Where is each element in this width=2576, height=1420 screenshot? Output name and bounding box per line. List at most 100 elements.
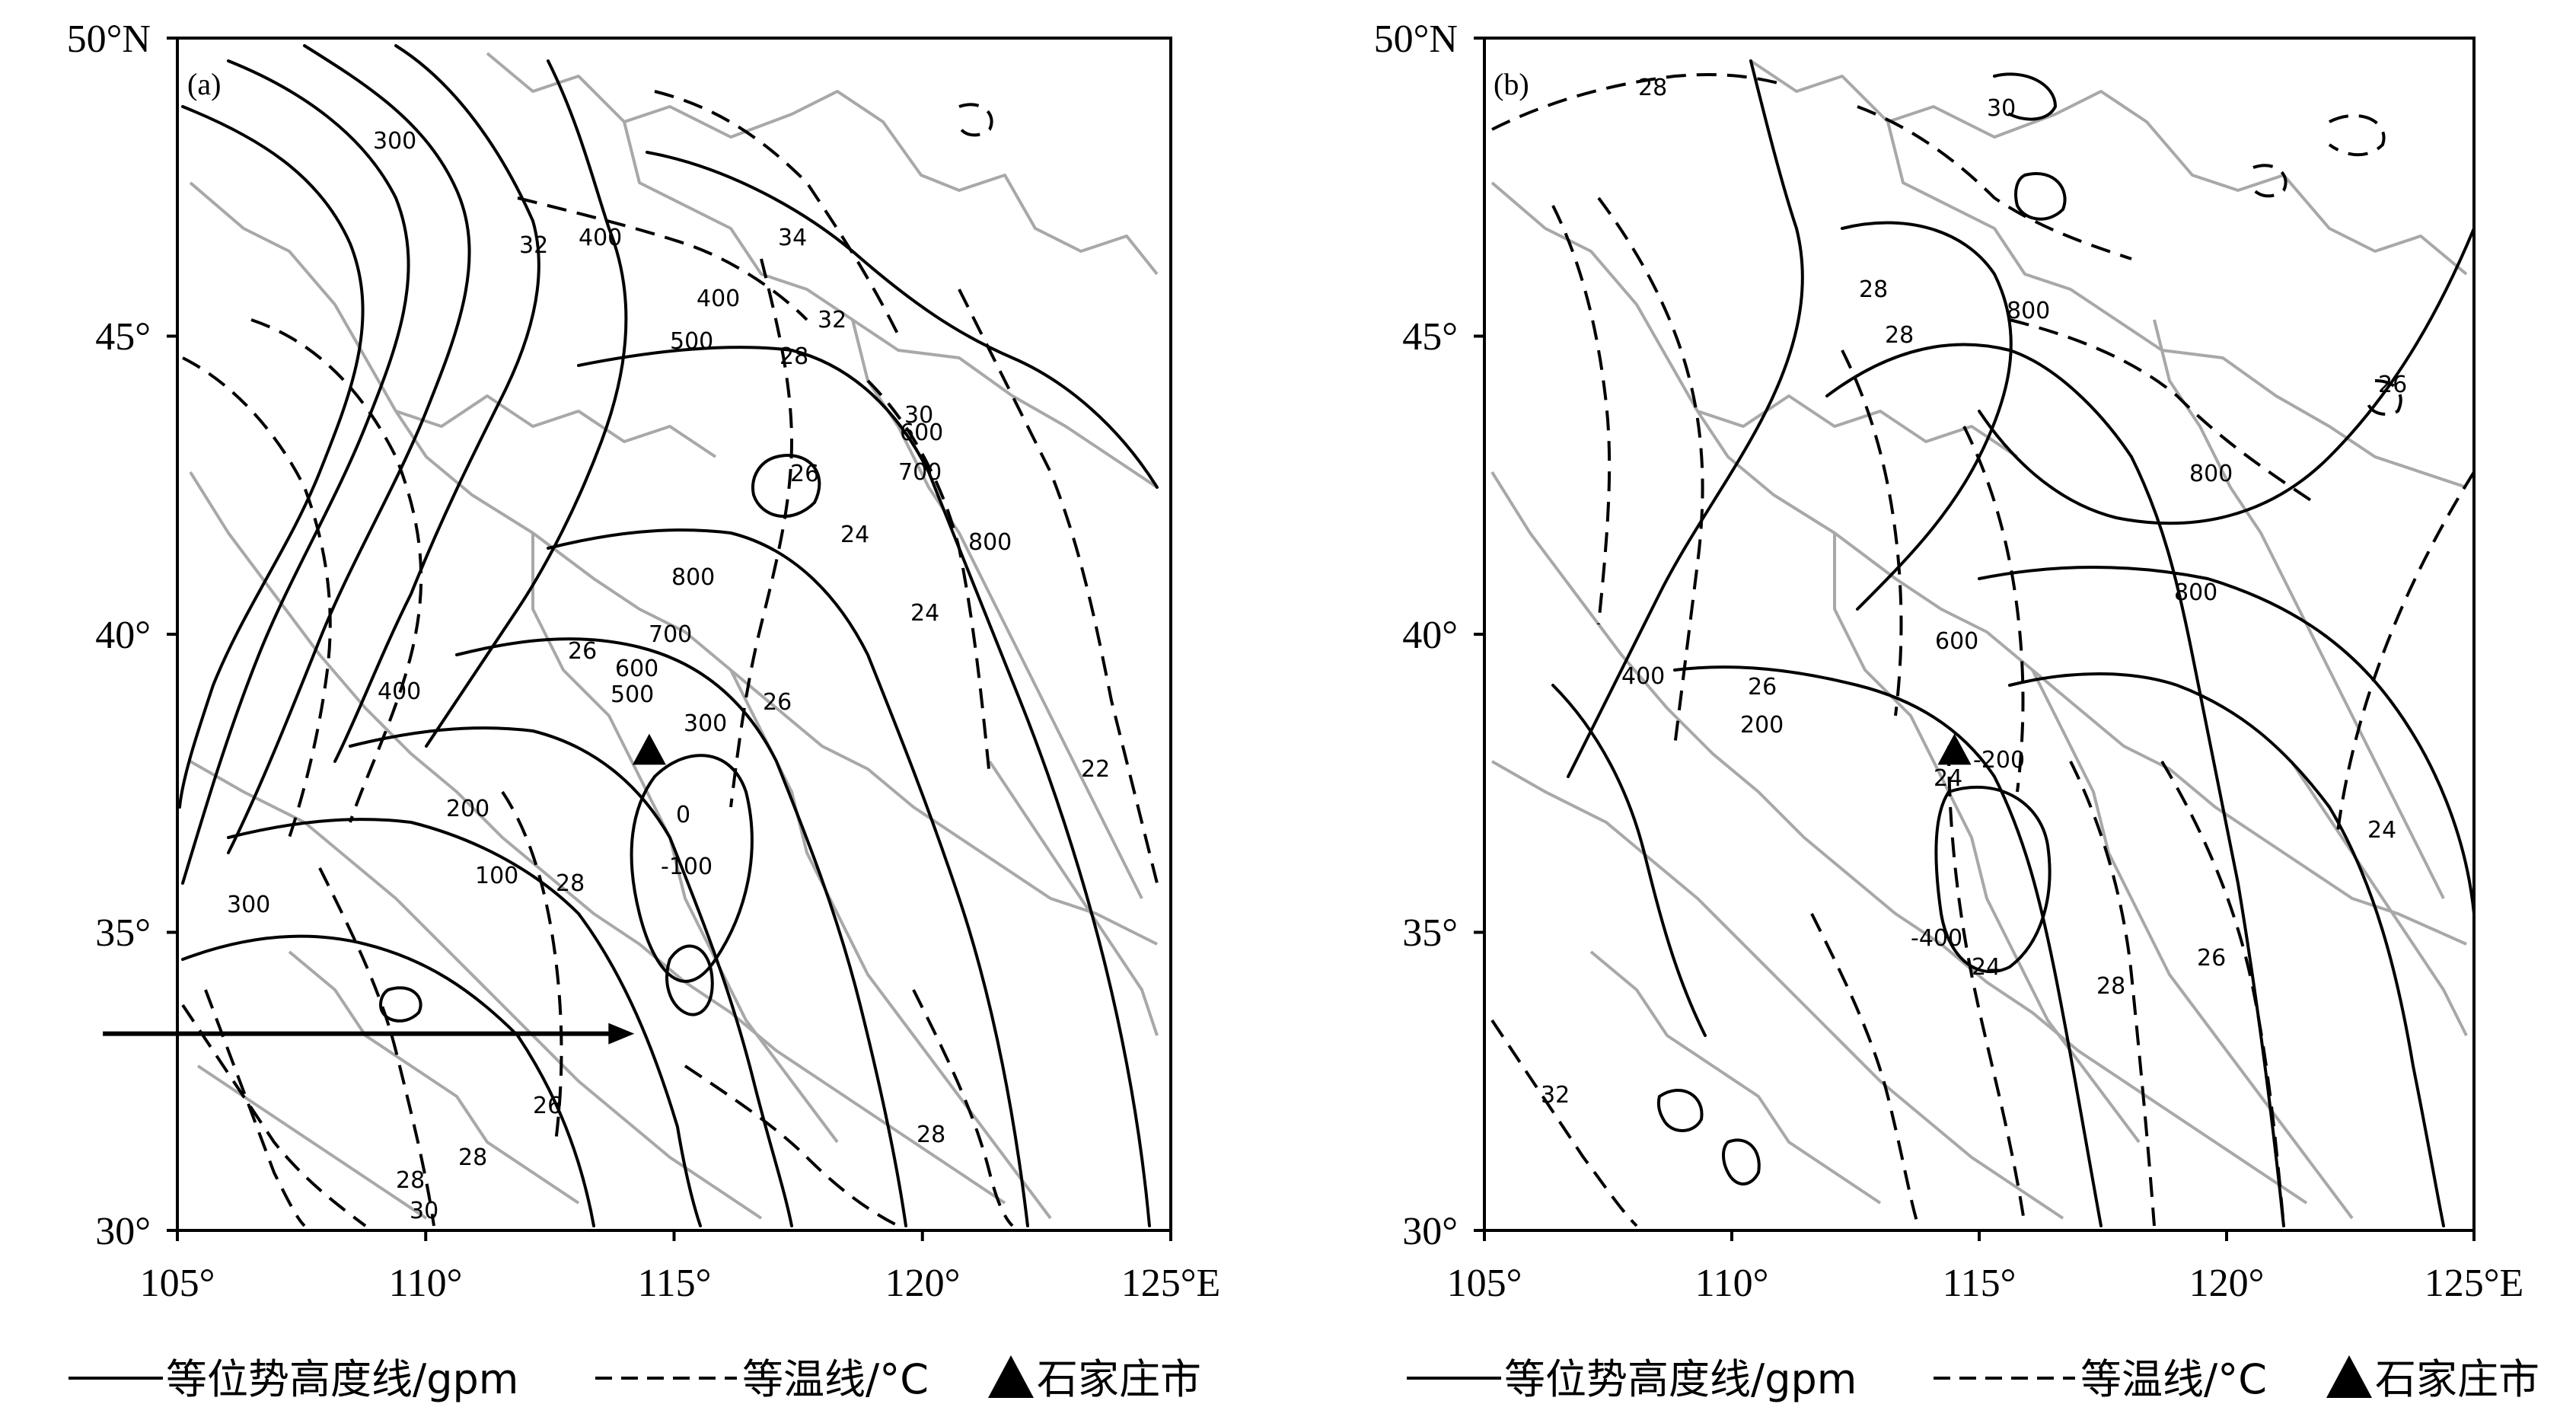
panel-b-tag: (b) (1494, 67, 1529, 101)
temp-label: 26 (2378, 372, 2407, 398)
geo-label: 700 (649, 621, 692, 648)
geo-label: 400 (1621, 663, 1665, 690)
legend-temperature-label: 等温线/°C (742, 1355, 929, 1403)
y-tick-label: 30° (95, 1210, 151, 1253)
temp-label: 30 (1987, 95, 2016, 122)
geo-label: 400 (378, 678, 421, 705)
x-tick-label: 115° (638, 1262, 712, 1305)
geo-label: 700 (898, 459, 942, 486)
panel-a-x-tick-labels: 105° 110° 115° 120° 125°E (140, 1262, 1221, 1305)
panel-b-geopotential-contours (1551, 59, 2476, 1227)
panel-a-y-tick-labels: 50°N 45° 40° 35° 30° (67, 18, 151, 1253)
panel-b-y-tick-labels: 50°N 45° 40° 35° 30° (1374, 18, 1458, 1253)
geo-label: 800 (671, 564, 715, 591)
temp-label: 32 (1541, 1082, 1570, 1109)
x-tick-label: 125°E (1121, 1262, 1221, 1305)
geo-label: -400 (1911, 925, 1962, 952)
geo-label: 200 (1740, 712, 1784, 739)
y-tick-label: 30° (1402, 1210, 1458, 1253)
geo-label: 500 (611, 681, 654, 708)
x-tick-label: 115° (1943, 1262, 2016, 1305)
temp-label: 28 (2096, 973, 2125, 1000)
legend-triangle-icon (2326, 1355, 2372, 1398)
temp-label: 26 (533, 1093, 562, 1119)
y-tick-label: 45° (95, 315, 151, 359)
panel-a-geopotential-labels: 300 400 400 500 600 700 800 800 700 600 … (227, 128, 1012, 918)
panel-a: 300 400 400 500 600 700 800 800 700 600 … (67, 18, 1221, 1403)
temp-label: 28 (917, 1122, 945, 1148)
panel-a-temperature-labels: 32 34 32 30 28 26 24 24 26 26 28 22 28 2… (396, 225, 1110, 1224)
temp-label: 24 (1934, 765, 1962, 792)
temp-label: 24 (840, 522, 869, 548)
temp-label: 22 (1081, 756, 1110, 783)
temp-label: 26 (763, 689, 792, 716)
legend-temperature-label: 等温线/°C (2080, 1355, 2267, 1403)
x-tick-label: 120° (2189, 1262, 2265, 1305)
y-tick-label: 40° (1402, 614, 1458, 657)
temp-label: 32 (519, 232, 548, 259)
temp-label: 32 (818, 307, 846, 333)
temp-label: 26 (2197, 945, 2226, 972)
geo-label: -100 (661, 854, 713, 880)
temp-label: 24 (2367, 817, 2396, 844)
panel-b: 800 800 800 600 400 200 -200 -400 28 30 … (1374, 18, 2539, 1403)
panel-b-temperature-contours (1490, 73, 2476, 1227)
temp-label: 28 (396, 1167, 425, 1194)
y-tick-label: 50°N (1374, 18, 1458, 61)
temp-label: 34 (778, 225, 807, 251)
geo-label: 600 (900, 420, 943, 446)
x-tick-label: 110° (389, 1262, 463, 1305)
x-tick-label: 105° (140, 1262, 215, 1305)
panel-b-temperature-labels: 28 30 28 28 26 26 24 24 24 26 28 32 (1541, 75, 2407, 1109)
temp-label: 28 (556, 870, 585, 897)
panel-b-x-tick-labels: 105° 110° 115° 120° 125°E (1447, 1262, 2524, 1305)
geo-label: 400 (579, 225, 622, 251)
temp-label: 24 (910, 600, 939, 627)
geo-label: 100 (475, 863, 518, 889)
geo-label: 0 (676, 802, 690, 828)
temp-label: 28 (1885, 322, 1914, 349)
panel-b-axis-ticks (1474, 37, 2476, 1241)
y-tick-label: 35° (1402, 911, 1458, 955)
x-tick-label: 120° (885, 1262, 961, 1305)
city-marker-triangle (632, 733, 666, 765)
geo-label: 300 (684, 710, 727, 737)
geo-label: 800 (2007, 298, 2050, 324)
y-tick-label: 50°N (67, 18, 151, 61)
y-tick-label: 35° (95, 911, 151, 955)
legend-geopotential-label: 等位势高度线/gpm (1504, 1355, 1857, 1403)
geo-label: 200 (446, 796, 489, 822)
temp-label: 26 (568, 638, 597, 665)
temp-label: 24 (1972, 954, 2001, 981)
panel-b-legend: 等位势高度线/gpm 等温线/°C 石家庄市 (1407, 1355, 2539, 1403)
temp-label: 30 (410, 1198, 438, 1224)
temp-label: 28 (779, 343, 808, 370)
geo-label: 800 (2189, 461, 2233, 487)
legend-triangle-icon (988, 1355, 1034, 1398)
trough-arrow (103, 1023, 635, 1045)
geo-label: 800 (2174, 579, 2217, 606)
temp-label: 26 (1748, 674, 1777, 700)
x-tick-label: 125°E (2425, 1262, 2524, 1305)
temp-label: 28 (1859, 276, 1888, 303)
geo-label: 500 (670, 328, 713, 355)
legend-city-label: 石家庄市 (2375, 1355, 2539, 1403)
y-tick-label: 40° (95, 614, 151, 657)
panel-a-tag: (a) (187, 67, 221, 101)
panel-a-geopotential-contours (178, 44, 1159, 1227)
legend-city-label: 石家庄市 (1037, 1355, 1201, 1403)
x-tick-label: 105° (1447, 1262, 1522, 1305)
city-marker-triangle (1937, 733, 1972, 765)
panel-b-geopotential-labels: 800 800 800 600 400 200 -200 -400 (1621, 298, 2233, 952)
temp-label: 28 (458, 1144, 487, 1171)
y-tick-label: 45° (1402, 315, 1458, 359)
panel-b-borders (1490, 59, 2468, 1220)
temp-label: 30 (904, 402, 933, 429)
panel-b-frame (1483, 37, 2476, 1232)
geo-label: 300 (227, 892, 270, 918)
panel-a-axis-ticks (167, 37, 1172, 1241)
geo-label: 600 (1935, 628, 1978, 655)
geo-label: 600 (615, 656, 658, 682)
temp-label: 26 (790, 461, 819, 487)
